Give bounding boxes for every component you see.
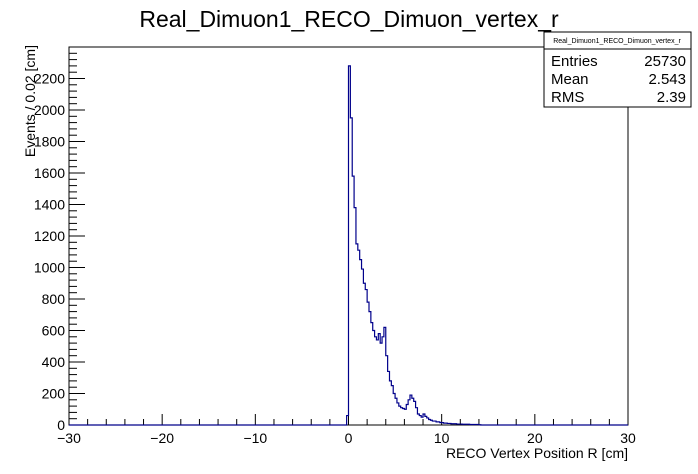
stat-rms-label: RMS <box>551 89 584 106</box>
x-tick-label: −10 <box>243 430 267 446</box>
stat-box-title: Real_Dimuon1_RECO_Dimuon_vertex_r <box>553 38 681 45</box>
y-tick-label: 2000 <box>34 102 65 118</box>
x-axis-title: RECO Vertex Position R [cm] <box>446 445 628 461</box>
y-axis-title: Events / 0.02 [cm] <box>22 45 38 157</box>
x-tick-label: −30 <box>57 430 81 446</box>
y-tick-label: 400 <box>42 354 66 370</box>
y-tick-label: 1800 <box>34 134 65 150</box>
stat-rms-value: 2.39 <box>657 89 686 106</box>
x-tick-label: 20 <box>527 430 543 446</box>
y-tick-label: 1600 <box>34 165 65 181</box>
y-tick-label: 1400 <box>34 197 65 213</box>
y-axis: 0 200 400 600 800 1000 1200 1400 1600 1800 2000 220… <box>34 52 85 433</box>
stat-mean-value: 2.543 <box>648 71 686 88</box>
y-tick-label: 200 <box>42 386 66 402</box>
stat-box: Real_Dimuon1_RECO_Dimuon_vertex_r Entrie… <box>543 31 692 108</box>
x-axis: −30 −20 −10 0 10 20 30 <box>57 414 636 446</box>
stat-mean-label: Mean <box>551 71 589 88</box>
y-tick-label: 600 <box>42 323 66 339</box>
y-tick-label: 800 <box>42 291 66 307</box>
x-tick-label: −20 <box>150 430 174 446</box>
y-tick-label: 1200 <box>34 228 65 244</box>
plot-area: −30 −20 −10 0 10 20 30 0 200 400 600 800 1000 1200 14… <box>34 46 636 446</box>
histogram-line <box>69 65 628 426</box>
chart-title: Real_Dimuon1_RECO_Dimuon_vertex_r <box>139 6 559 32</box>
stat-entries-value: 25730 <box>644 53 686 70</box>
x-tick-label: 0 <box>345 430 353 446</box>
x-tick-label: 10 <box>434 430 450 446</box>
y-tick-label: 1000 <box>34 260 65 276</box>
y-tick-label: 0 <box>57 417 65 433</box>
stat-entries-label: Entries <box>551 53 598 70</box>
y-tick-label: 2200 <box>34 71 65 87</box>
stat-box-frame <box>543 31 692 108</box>
x-tick-label: 30 <box>620 430 636 446</box>
